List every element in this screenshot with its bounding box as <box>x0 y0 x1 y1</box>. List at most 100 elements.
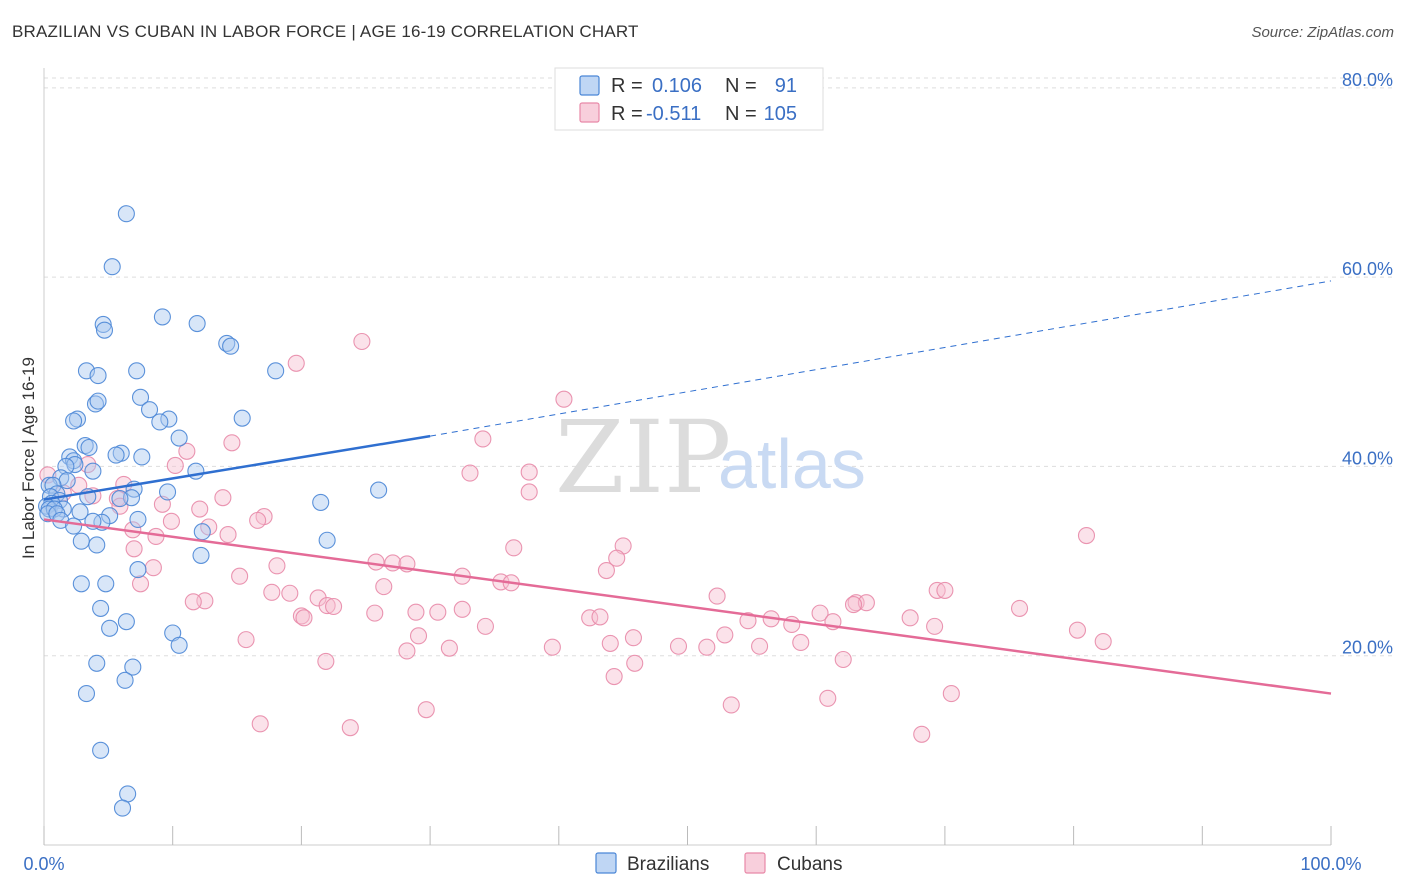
cuban-point <box>409 627 428 645</box>
legend-n-label-brazilians: N = <box>725 75 757 97</box>
cuban-point <box>942 685 960 703</box>
stats-legend: R = 0.106 N = 91 R = -0.511 N = 105 <box>554 67 824 131</box>
cuban-point <box>1010 599 1029 617</box>
brazilian-point <box>58 472 76 490</box>
cuban-point <box>926 617 944 635</box>
cuban-point <box>325 597 343 616</box>
brazilian-point <box>129 510 147 528</box>
cuban-point <box>913 725 931 743</box>
y-tick-label: 80.0% <box>1342 70 1393 90</box>
cuban-point <box>367 553 385 571</box>
series-legend-swatch-brazilians <box>595 852 617 874</box>
cuban-point <box>131 575 150 593</box>
cuban-points <box>39 332 1112 743</box>
cuban-point <box>249 511 267 529</box>
brazilian-point <box>222 337 240 355</box>
brazilian-point <box>117 613 135 631</box>
cuban-point <box>417 701 435 719</box>
cuban-point <box>292 607 310 625</box>
watermark: ZIP atlas <box>555 399 866 516</box>
cuban-point <box>366 604 384 622</box>
brazilian-point <box>188 314 206 333</box>
brazilian-point <box>170 636 188 654</box>
brazilian-point <box>101 619 119 637</box>
cuban-point <box>281 584 299 602</box>
brazilian-point <box>233 409 251 427</box>
cuban-point <box>1068 621 1087 639</box>
stats-legend-box <box>554 67 824 131</box>
cuban-point <box>857 594 875 612</box>
cuban-point <box>601 634 619 652</box>
trend-lines <box>43 280 1332 695</box>
cuban-point <box>375 578 393 596</box>
brazilian-point <box>92 741 110 759</box>
cuban-point <box>669 637 688 655</box>
cuban-point <box>605 667 623 686</box>
cuban-point <box>237 631 255 649</box>
brazilian-point <box>140 401 159 419</box>
brazilian-point <box>117 205 135 223</box>
cuban-point <box>191 500 209 518</box>
y-tick-label: 20.0% <box>1342 638 1393 658</box>
cuban-point <box>936 581 954 599</box>
brazilian-point <box>80 438 98 457</box>
cuban-point <box>505 539 523 557</box>
chart-source: Source: ZipAtlas.com <box>1251 24 1394 41</box>
brazilian-trend-extension <box>430 280 1332 437</box>
brazilian-point <box>370 481 388 499</box>
cuban-point <box>353 332 371 351</box>
chart-title: BRAZILIAN VS CUBAN IN LABOR FORCE | AGE … <box>12 22 639 41</box>
brazilian-point <box>57 457 75 475</box>
brazilian-point <box>77 685 96 703</box>
cuban-point <box>219 526 237 544</box>
y-tick-labels: 20.0% 40.0% 60.0% 80.0% <box>1342 70 1393 658</box>
cuban-point <box>125 540 143 558</box>
brazilian-point <box>111 490 129 508</box>
brazilian-point <box>153 308 171 326</box>
legend-r-label-brazilians: R = <box>611 75 643 97</box>
cuban-point <box>184 593 202 611</box>
brazilian-point <box>72 532 90 550</box>
brazilian-point <box>151 413 169 431</box>
cuban-point <box>543 638 561 656</box>
brazilian-point <box>92 599 110 617</box>
brazilian-point <box>193 523 211 541</box>
cuban-point <box>295 609 313 627</box>
cuban-point <box>287 354 305 372</box>
brazilian-point <box>267 362 285 380</box>
cuban-point <box>341 719 359 737</box>
y-tick-label: 40.0% <box>1342 448 1393 468</box>
cuban-point <box>166 456 184 475</box>
cuban-point <box>318 597 336 615</box>
cuban-point <box>722 696 740 714</box>
series-legend-swatch-cubans <box>744 852 766 874</box>
brazilian-point <box>88 654 106 672</box>
brazilian-point <box>84 462 102 480</box>
brazilian-point <box>124 658 142 676</box>
cuban-point <box>844 596 863 614</box>
legend-n-value-cubans: 105 <box>764 103 797 125</box>
brazilian-point <box>97 575 115 593</box>
brazilian-point <box>65 412 83 430</box>
series-legend: Brazilians Cubans <box>595 852 843 875</box>
cuban-point <box>476 617 494 635</box>
brazilian-point <box>86 395 105 413</box>
axes <box>43 68 1332 846</box>
brazilian-point <box>128 362 146 380</box>
cuban-point <box>317 652 335 670</box>
brazilian-points <box>38 205 388 817</box>
cuban-point <box>407 603 425 621</box>
brazilian-point <box>95 321 114 339</box>
x-tick-label-min: 0.0% <box>23 854 64 874</box>
brazilian-point <box>103 258 121 276</box>
cuban-point <box>819 689 837 707</box>
legend-n-value-brazilians: 91 <box>775 75 797 97</box>
brazilian-point <box>65 517 83 535</box>
cuban-point <box>520 483 538 501</box>
cuban-point <box>591 608 609 626</box>
cuban-trend-line <box>43 518 1332 695</box>
cuban-point <box>474 430 492 448</box>
grid-lines <box>44 77 1392 657</box>
brazilian-point <box>312 493 330 511</box>
